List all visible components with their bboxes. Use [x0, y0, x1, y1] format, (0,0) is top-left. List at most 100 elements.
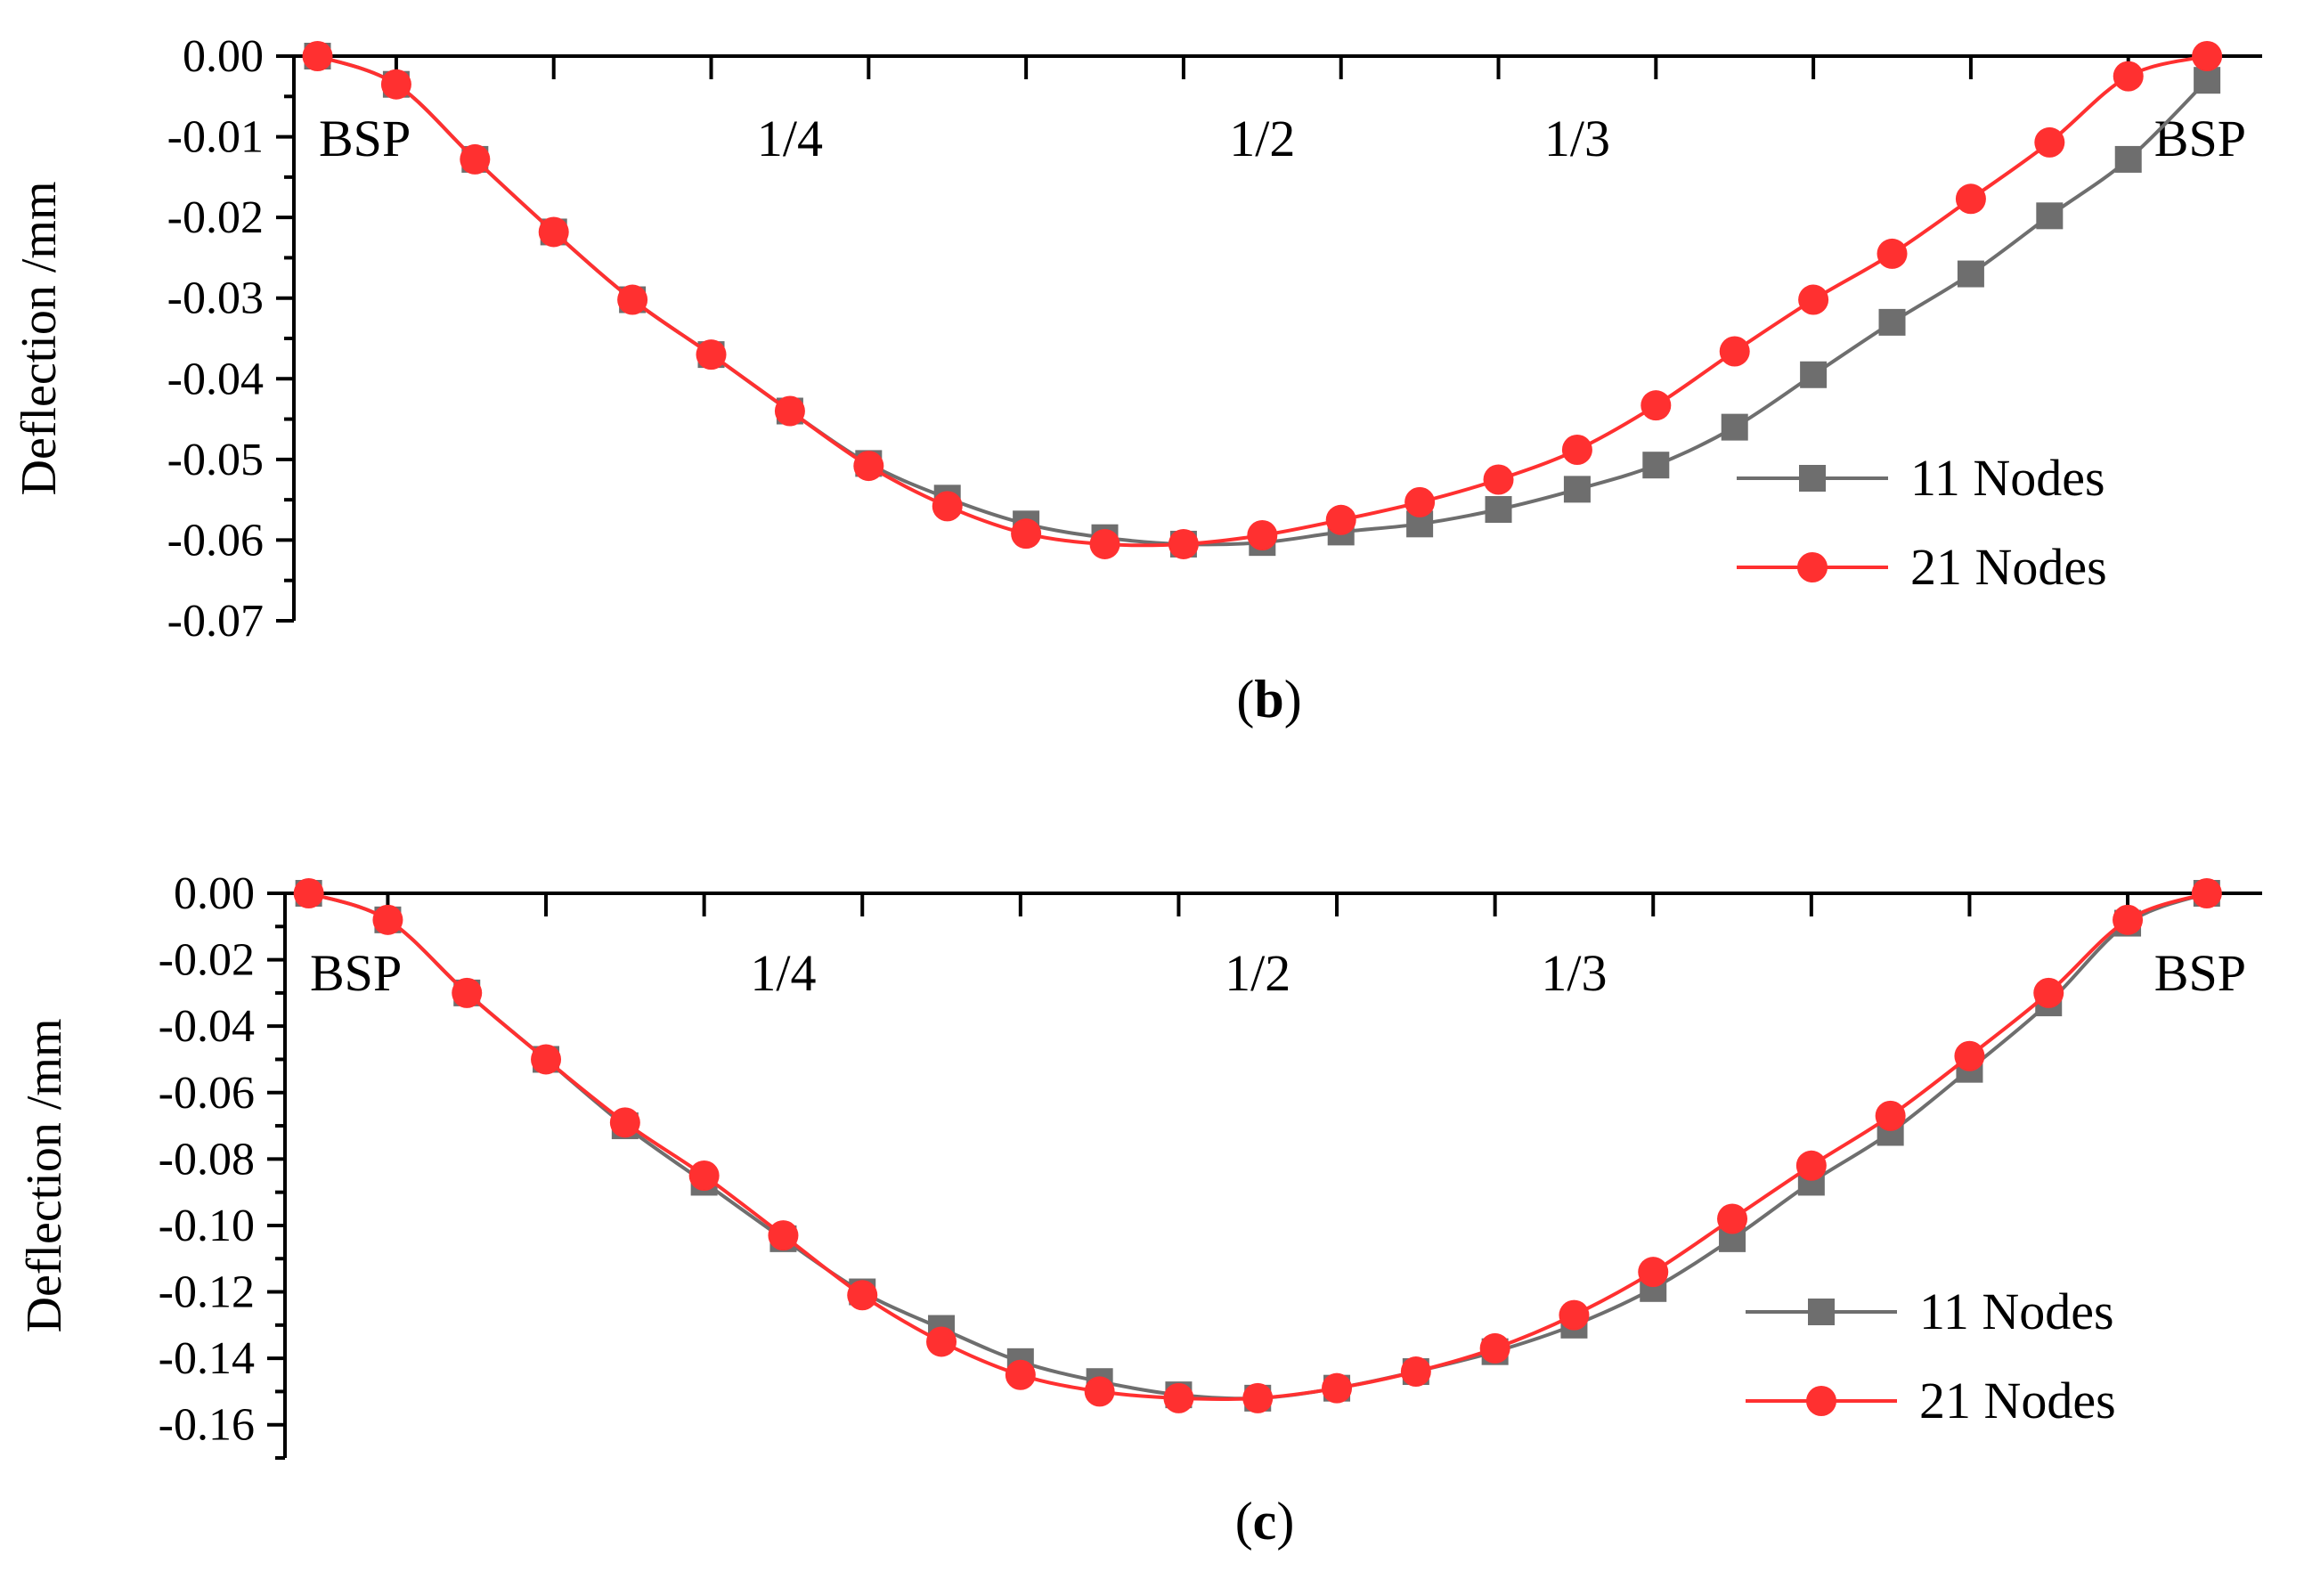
data-point	[2194, 67, 2221, 94]
legend-marker	[1799, 465, 1826, 492]
y-tick-label: -0.06	[167, 515, 264, 566]
data-point	[1875, 1100, 1906, 1131]
data-point	[1089, 528, 1120, 559]
data-point	[609, 1107, 640, 1138]
data-point	[2114, 145, 2142, 173]
data-point	[1955, 183, 1986, 215]
y-tick-label: -0.03	[167, 273, 264, 324]
data-point	[1800, 361, 1828, 388]
data-point	[1483, 464, 1514, 495]
legend-label: 21 Nodes	[1910, 538, 2107, 596]
data-point	[460, 143, 491, 175]
series-21-nodes	[302, 41, 2223, 559]
y-tick-label: -0.05	[167, 435, 264, 485]
data-point	[2033, 977, 2064, 1008]
y-tick-label: -0.12	[159, 1267, 255, 1318]
data-point	[1322, 1372, 1353, 1404]
data-point	[847, 1280, 878, 1311]
data-point	[2192, 41, 2223, 71]
data-point	[1719, 336, 1750, 367]
data-point	[696, 339, 727, 370]
data-point	[2036, 202, 2064, 230]
data-point	[1721, 413, 1748, 441]
position-annotation: 1/4	[750, 944, 816, 1002]
data-point	[1878, 308, 1906, 336]
panel-letter: b	[1254, 670, 1283, 729]
legend: 11 Nodes 21 Nodes	[1746, 1282, 2116, 1429]
legend-label: 21 Nodes	[1919, 1372, 2116, 1429]
position-annotation: 1/4	[757, 110, 823, 167]
data-point	[1877, 238, 1908, 269]
y-tick-label: -0.08	[159, 1134, 255, 1185]
legend-label: 11 Nodes	[1919, 1282, 2114, 1340]
panel-label: (c)	[1235, 1492, 1295, 1551]
position-annotation: BSP	[2154, 110, 2246, 167]
position-annotation: 1/3	[1544, 110, 1610, 167]
data-point	[768, 1220, 799, 1251]
series-21-nodes	[293, 878, 2222, 1413]
legend-marker	[1797, 552, 1828, 582]
data-point	[2113, 904, 2144, 935]
legend-label: 11 Nodes	[1910, 449, 2105, 507]
data-point	[2034, 126, 2065, 158]
data-point	[617, 284, 648, 315]
y-tick-label: 0.00	[183, 31, 264, 82]
y-tick-label: -0.07	[167, 596, 264, 647]
data-point	[1084, 1376, 1115, 1407]
y-tick-label: -0.02	[159, 935, 255, 986]
data-point	[293, 878, 324, 908]
data-point	[1011, 518, 1042, 550]
position-annotation: 1/2	[1225, 944, 1290, 1002]
legend-marker	[1808, 1299, 1835, 1325]
y-tick-label: -0.01	[167, 112, 264, 163]
data-point	[1642, 452, 1670, 479]
data-point	[1798, 284, 1829, 315]
data-point	[452, 977, 483, 1008]
panel-label: (b)	[1236, 670, 1301, 729]
y-tick-label: -0.14	[159, 1333, 255, 1384]
panel-b-chart: 0.00 -0.01 -0.02 -0.03 -0.04 -0.05 -0.06 -0.07 D…	[12, 31, 2262, 729]
y-tick-label: -0.02	[167, 192, 264, 243]
position-annotation: BSP	[319, 110, 411, 167]
data-point	[302, 41, 333, 71]
data-point	[1563, 476, 1591, 503]
panel-letter: c	[1253, 1492, 1277, 1551]
data-point	[538, 216, 569, 248]
data-point	[1640, 390, 1672, 421]
data-point	[853, 451, 884, 482]
data-point	[1005, 1359, 1036, 1390]
data-point	[1957, 260, 1984, 288]
y-axis-label: Deflection /mm	[17, 1018, 72, 1332]
data-point	[688, 1160, 720, 1191]
position-annotation: 1/2	[1229, 110, 1295, 167]
position-annotation: 1/3	[1541, 944, 1607, 1002]
position-annotation: BSP	[2154, 944, 2246, 1002]
legend: 11 Nodes 21 Nodes	[1737, 449, 2107, 596]
data-point	[1485, 496, 1512, 524]
data-point	[1479, 1332, 1510, 1364]
legend-marker	[1806, 1386, 1836, 1416]
data-point	[1163, 1382, 1194, 1413]
data-point	[774, 395, 805, 427]
data-point	[1404, 486, 1436, 517]
data-point	[372, 904, 403, 935]
y-axis-label: Deflection /mm	[12, 181, 67, 495]
data-point	[1400, 1356, 1431, 1388]
data-point	[926, 1326, 957, 1357]
data-point	[1168, 528, 1199, 559]
data-point	[380, 69, 411, 100]
y-tick-label: -0.04	[159, 1001, 255, 1052]
y-tick-label: -0.10	[159, 1201, 255, 1251]
data-point	[1325, 504, 1356, 535]
data-point	[1638, 1257, 1669, 1288]
data-point	[531, 1044, 562, 1075]
data-point	[1242, 1382, 1274, 1413]
y-tick-label: 0.00	[174, 868, 255, 919]
data-point	[1795, 1150, 1827, 1181]
data-point	[2191, 878, 2222, 908]
data-point	[1717, 1203, 1748, 1234]
y-tick-label: -0.16	[159, 1400, 255, 1451]
data-point	[1954, 1040, 1985, 1071]
